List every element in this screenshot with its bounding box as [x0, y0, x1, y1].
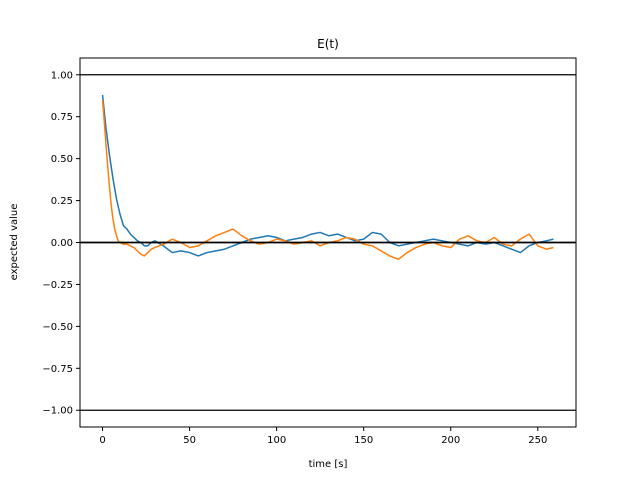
x-tick-label: 100	[267, 435, 286, 446]
y-axis-label: expected value	[9, 204, 20, 281]
x-tick-label: 0	[99, 435, 105, 446]
chart-title: E(t)	[317, 37, 339, 51]
y-tick-label: −0.50	[42, 322, 73, 333]
y-tick-label: 0.50	[51, 154, 73, 165]
x-tick-label: 250	[528, 435, 547, 446]
y-tick-label: −1.00	[42, 406, 73, 417]
y-tick-label: −0.75	[42, 364, 73, 375]
x-tick-label: 200	[441, 435, 460, 446]
y-tick-label: 0.00	[51, 238, 73, 249]
y-tick-label: −0.25	[42, 280, 73, 291]
series-line-1	[101, 94, 554, 257]
x-tick-label: 50	[183, 435, 196, 446]
y-tick-label: 1.00	[51, 70, 73, 81]
y-tick-label: 0.75	[51, 112, 73, 123]
y-tick-label: 0.25	[51, 196, 73, 207]
plot-area: 0 50 100 150 200 250 −1.00 −0.75 −0.50 −0.25 0.00 0…	[42, 57, 577, 446]
x-tick-label: 150	[354, 435, 373, 446]
x-axis-label: time [s]	[309, 459, 348, 470]
